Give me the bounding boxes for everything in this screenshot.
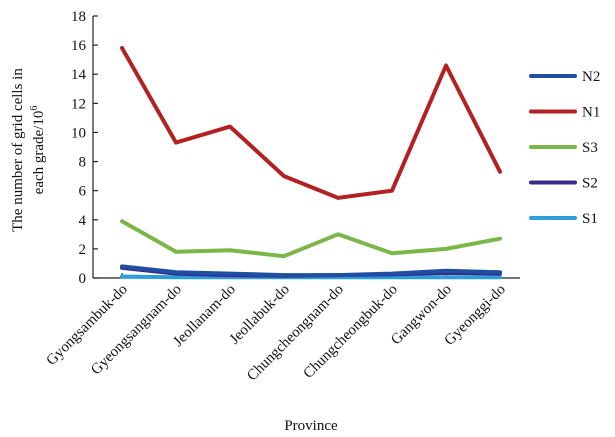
x-axis-title: Province: [284, 418, 338, 434]
x-tick-label: Chungcheongbuk-do: [301, 282, 401, 382]
x-tick-label: Gyeongsangnam-do: [88, 282, 185, 379]
plot-area: [120, 46, 502, 280]
y-tick-label: 18: [71, 9, 86, 25]
x-axis: Gyongsambuk-doGyeongsangnam-doJeollanam-…: [44, 273, 520, 384]
legend-label-s2: S2: [582, 176, 598, 192]
legend: N2 N1 S3 S2 S1: [529, 69, 600, 227]
y-tick-label: 12: [71, 96, 86, 112]
legend-label-n2: N2: [582, 69, 600, 85]
series-line-n2: [120, 264, 502, 278]
y-tick-label: 8: [79, 155, 87, 171]
y-axis-title: The number of grid cells in each grade/1…: [10, 68, 47, 232]
x-tick-label: Chungcheongnam-do: [244, 282, 347, 385]
y-tick-label: 10: [71, 125, 86, 141]
y-axis-title-line2-text: each grade/10: [31, 111, 47, 195]
legend-label-s3: S3: [582, 140, 598, 156]
y-axis: 0 2 4 6 8 10 12 14 16 18: [71, 9, 98, 287]
y-tick-label: 6: [79, 184, 87, 200]
y-axis-title-line1: The number of grid cells in: [10, 68, 26, 232]
legend-label-n1: N1: [582, 105, 600, 121]
series-line-n1: [120, 46, 502, 200]
y-tick-label: 14: [71, 67, 87, 83]
legend-label-s1: S1: [582, 211, 598, 227]
y-tick-label: 2: [79, 242, 87, 258]
y-tick-label: 0: [79, 271, 87, 287]
y-tick-label: 4: [79, 213, 87, 229]
series-line-s3: [120, 219, 502, 259]
y-axis-title-superscript: 6: [29, 106, 40, 111]
y-tick-label: 16: [71, 38, 87, 54]
y-axis-title-line2: each grade/106: [29, 106, 47, 195]
